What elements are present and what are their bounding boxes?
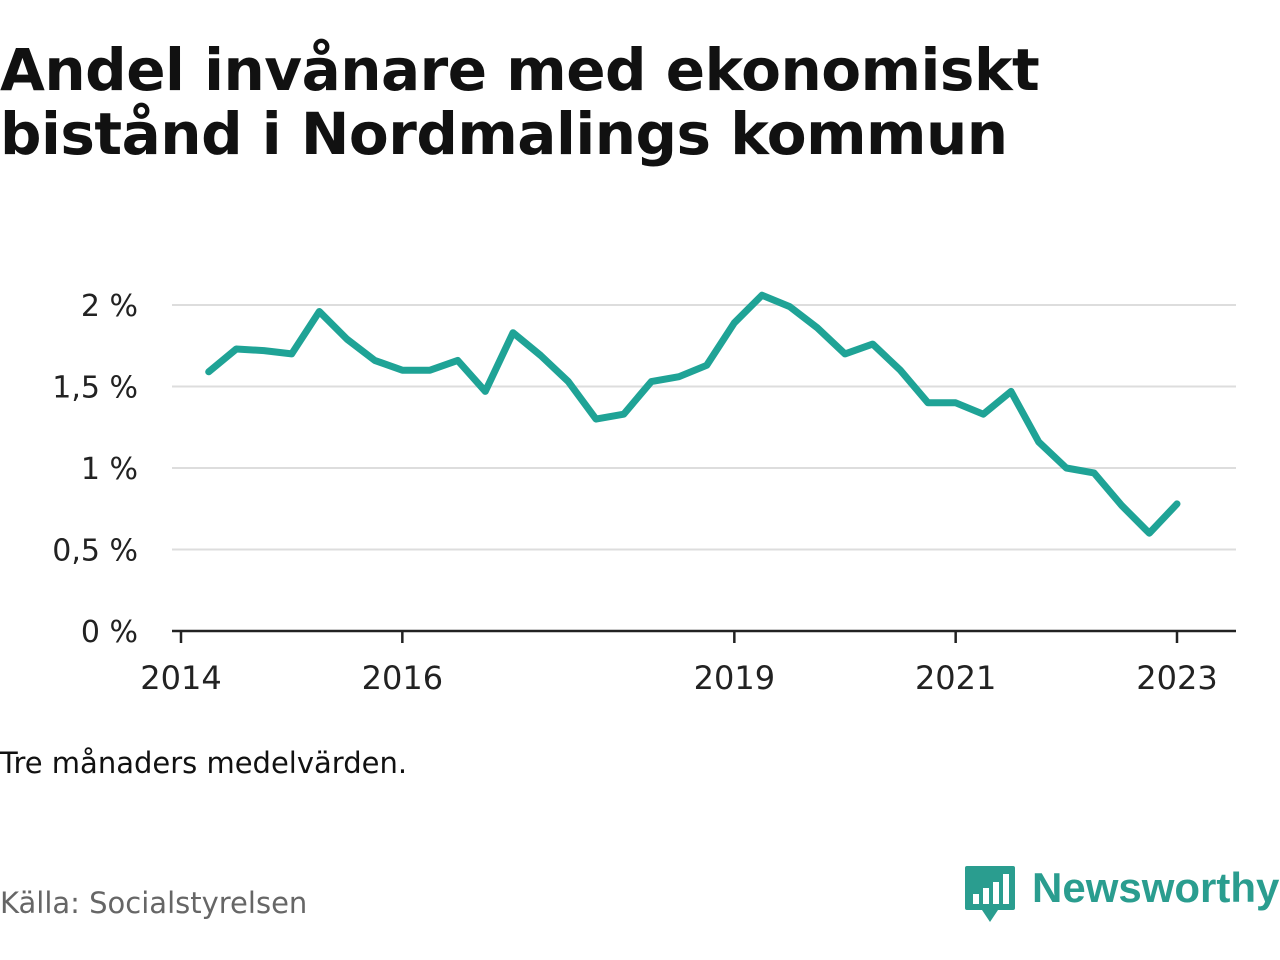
chart-title-line-1: Andel invånare med ekonomiskt bbox=[0, 36, 1040, 104]
x-tick-label: 2023 bbox=[1136, 659, 1217, 697]
source-credit: Källa: Socialstyrelsen bbox=[0, 886, 308, 920]
y-tick-label: 0 % bbox=[81, 615, 138, 650]
series-line-group bbox=[205, 291, 1181, 537]
y-tick-label: 0,5 % bbox=[52, 534, 138, 569]
gridlines bbox=[172, 304, 1236, 551]
brand-logo[interactable]: Newsworthy bbox=[964, 864, 1279, 924]
bar-chart-speech-bubble-icon bbox=[965, 866, 1015, 922]
chart-note: Tre månaders medelvärden. bbox=[0, 746, 408, 780]
chart-title-line-2: bistånd i Nordmalings kommun bbox=[0, 100, 1008, 168]
brand-name: Newsworthy bbox=[1032, 864, 1280, 911]
x-tick-label: 2014 bbox=[140, 659, 221, 697]
x-tick-label: 2019 bbox=[694, 659, 775, 697]
x-axis: 2014 2016 2019 2021 2023 bbox=[140, 629, 1236, 697]
line-chart: 0 % 0,5 % 1 % 1,5 % 2 % 2014 2016 2019 2021 2023 bbox=[52, 289, 1236, 697]
y-tick-label: 1,5 % bbox=[52, 371, 138, 406]
y-axis-labels: 0 % 0,5 % 1 % 1,5 % 2 % bbox=[52, 289, 138, 650]
series-line bbox=[205, 291, 1181, 537]
x-tick-label: 2016 bbox=[362, 659, 443, 697]
chart-title: Andel invånare med ekonomiskt bistånd i … bbox=[0, 38, 1270, 166]
y-tick-label: 2 % bbox=[81, 289, 138, 324]
y-tick-label: 1 % bbox=[81, 452, 138, 487]
x-tick-label: 2021 bbox=[915, 659, 996, 697]
